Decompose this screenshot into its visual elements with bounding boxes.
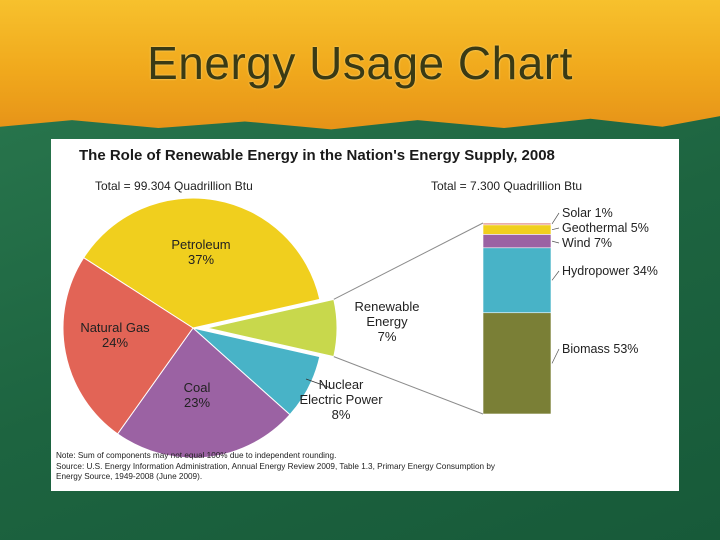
bar-segment-geothermal [482, 224, 552, 235]
pie-label-coal-1: 23% [184, 395, 210, 410]
chart-footnote: Note: Sum of components may not equal 10… [56, 451, 676, 483]
pie-label-natural-gas-0: Natural Gas [80, 320, 150, 335]
nuclear-leader-line [305, 378, 332, 389]
slide-header-band [0, 0, 720, 130]
bar-leader-biomass [551, 348, 560, 364]
bar-label-hydropower: Hydropower 34% [562, 264, 658, 278]
chart-title: The Role of Renewable Energy in the Nati… [79, 147, 555, 164]
pie-label-renewable-energy-0: Renewable [354, 299, 419, 314]
bar-segment-wind [482, 234, 552, 249]
note-line: Note: Sum of components may not equal 10… [56, 451, 337, 460]
bar-leader-hydropower [551, 270, 560, 281]
pie-slice-coal [116, 327, 291, 459]
pie-total-label: Total = 99.304 Quadrillion Btu [95, 179, 253, 193]
bar-leader-geothermal [551, 227, 560, 231]
pie-slice-renewable-energy [206, 298, 338, 358]
pie-label-petroleum-1: 37% [188, 252, 214, 267]
slide-title: Energy Usage Chart [147, 37, 573, 89]
pie-label-renewable-energy-2: 7% [378, 329, 397, 344]
source-line-2: Energy Source, 1949-2008 (June 2009). [56, 472, 203, 481]
bar-segment-biomass [482, 312, 552, 415]
pie-label-renewable-energy-1: Energy [366, 314, 408, 329]
pie-label-nuclear-electric-power-2: 8% [332, 407, 351, 422]
bar-segment-hydropower [482, 247, 552, 314]
chart-panel: Petroleum 37% Renewable Energy 7% Nuclear Elec… [51, 139, 679, 491]
bar-leader-solar [551, 212, 560, 225]
bar-label-biomass: Biomass 53% [562, 342, 638, 356]
bar-label-wind: Wind 7% [562, 236, 612, 250]
bar-label-geothermal: Geothermal 5% [562, 221, 649, 235]
pie-slice-natural-gas [62, 257, 194, 435]
pie-label-nuclear-electric-power-1: Electric Power [299, 392, 383, 407]
pie-label-petroleum-0: Petroleum [171, 237, 230, 252]
source-line-1: Source: U.S. Energy Information Administ… [56, 461, 496, 471]
bar-leader-wind [551, 240, 560, 244]
bar-total-label: Total = 7.300 Quadrillion Btu [431, 179, 583, 193]
pie-label-nuclear-electric-power-0: Nuclear [319, 377, 364, 392]
connector-top-line [333, 222, 484, 300]
pie-label-coal-0: Coal [184, 380, 211, 395]
pie-label-natural-gas-1: 24% [102, 335, 128, 350]
connector-bottom-line [333, 356, 484, 415]
bar-label-solar: Solar 1% [562, 206, 613, 220]
